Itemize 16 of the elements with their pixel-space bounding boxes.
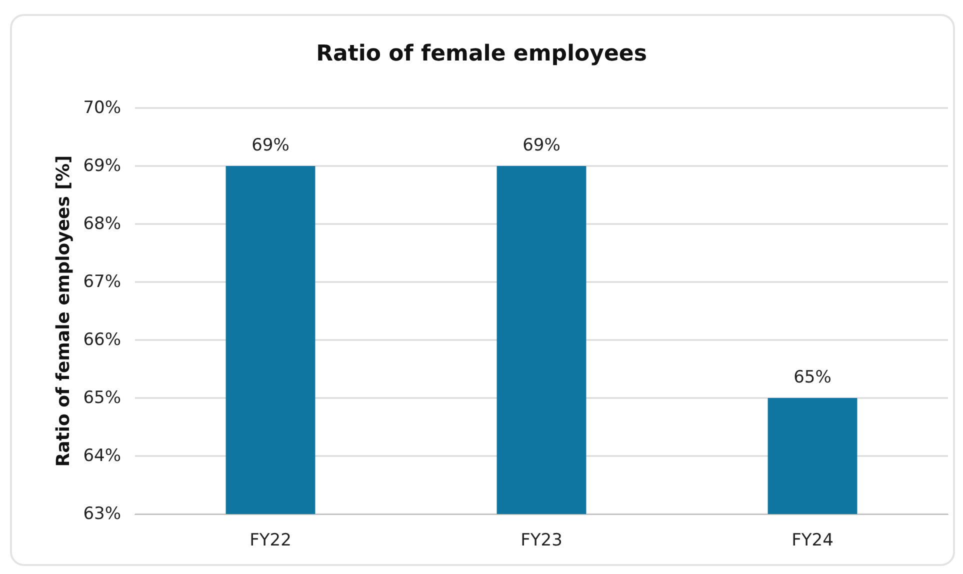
chart-title: Ratio of female employees — [316, 42, 647, 66]
x-tick-label: FY24 — [792, 530, 834, 550]
y-axis-title: Ratio of female employees [%] — [52, 155, 74, 467]
y-tick-label: 65% — [83, 388, 121, 408]
y-tick-label: 69% — [83, 156, 121, 176]
x-tick-label: FY22 — [250, 530, 292, 550]
y-tick-label: 63% — [83, 504, 121, 524]
x-tick-label: FY23 — [520, 530, 562, 550]
y-tick-label: 70% — [83, 98, 121, 118]
data-label: 65% — [794, 368, 832, 388]
data-label: 69% — [522, 136, 560, 156]
y-tick-label: 64% — [83, 446, 121, 466]
data-label: 69% — [252, 136, 290, 156]
y-tick-label: 68% — [83, 214, 121, 234]
y-tick-label: 67% — [83, 272, 121, 292]
y-tick-label: 66% — [83, 330, 121, 350]
